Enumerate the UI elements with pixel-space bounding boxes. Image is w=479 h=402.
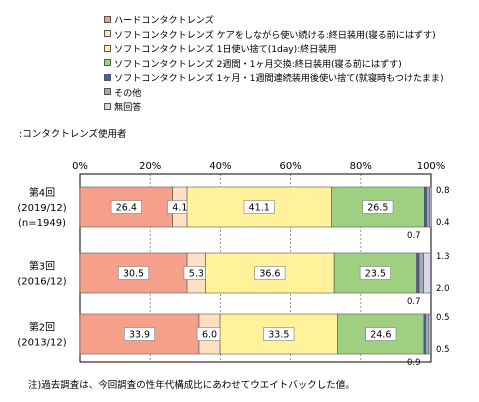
legend-swatch — [104, 88, 111, 96]
bar-segment — [424, 186, 428, 228]
legend-item: ソフトコンタクトレンズ 1ヶ月・1週間連続装用後使い捨て(就寝時もつけたまま) — [104, 70, 476, 85]
outside-label-right: 0.5 — [436, 345, 450, 355]
tick-label: 100% — [417, 161, 446, 172]
outside-label-right: 0.4 — [436, 218, 450, 228]
bar-segment — [418, 252, 424, 294]
data-label-box — [254, 266, 286, 280]
outside-label-bottom: 0.7 — [407, 231, 421, 241]
legend-swatch — [104, 73, 111, 81]
legend-label: その他 — [114, 87, 142, 99]
category-label: (2013/12) — [17, 338, 66, 349]
legend-label: ソフトコンタクトレンズ ケアをしながら使い続ける:終日装用(寝る前にはずす) — [114, 29, 436, 41]
legend-item: ソフトコンタクトレンズ ケアをしながら使い続ける:終日装用(寝る前にはずす) — [104, 27, 476, 42]
chart-subtitle: :コンタクトレンズ使用者 — [19, 129, 127, 140]
category-label: (2016/12) — [17, 277, 66, 288]
data-label: 5.3 — [189, 269, 204, 280]
outside-label-bottom: 0.7 — [407, 297, 421, 307]
legend-label: 無回答 — [114, 102, 142, 114]
footnote: 注)過去調査は、今回調査の性年代構成比にあわせてウエイトバックした値。 — [28, 380, 355, 391]
data-label-box — [110, 200, 142, 214]
category-label: 第4回 — [29, 186, 55, 199]
bar-segment — [416, 252, 420, 294]
tick-label: 0% — [72, 161, 88, 172]
outside-label-bottom: 0.9 — [407, 358, 421, 368]
legend-swatch — [104, 15, 111, 23]
legend-item: ソフトコンタクトレンズ 2週間・1ヶ月交換:終日装用(寝る前にはずす) — [104, 56, 476, 71]
legend-item: ハードコンタクトレンズ — [104, 12, 476, 27]
data-label: 4.1 — [172, 203, 187, 214]
data-label-box — [118, 266, 150, 280]
data-label-box — [243, 200, 275, 214]
tick-label: 80% — [350, 161, 372, 172]
data-label-box — [359, 266, 391, 280]
data-label-box — [123, 327, 155, 341]
bar-segment — [425, 313, 430, 355]
data-label: 33.9 — [129, 330, 150, 341]
data-label: 26.5 — [367, 203, 388, 214]
legend-swatch — [104, 44, 111, 52]
data-label: 33.5 — [268, 330, 289, 341]
data-label: 36.6 — [259, 269, 280, 280]
data-label-box — [263, 327, 295, 341]
data-label: 23.5 — [365, 269, 386, 280]
category-label: 第2回 — [29, 321, 55, 334]
outside-label-top: 0.8 — [436, 186, 450, 196]
outside-label-right: 2.0 — [436, 284, 450, 294]
category-label: (n=1949) — [18, 218, 66, 229]
legend-swatch — [104, 59, 111, 67]
outside-label-top: 0.5 — [436, 313, 450, 323]
bar-segment — [428, 313, 431, 355]
bar-segment — [429, 186, 432, 228]
legend-label: ソフトコンタクトレンズ 2週間・1ヶ月交換:終日装用(寝る前にはずす) — [114, 58, 402, 70]
data-label: 6.0 — [202, 330, 217, 341]
legend-item: ソフトコンタクトレンズ 1日使い捨て(1day):終日装用 — [104, 41, 476, 56]
data-label: 41.1 — [249, 203, 270, 214]
legend-item: 無回答 — [104, 99, 476, 114]
legend: ハードコンタクトレンズ ソフトコンタクトレンズ ケアをしながら使い続ける:終日装… — [104, 12, 476, 114]
bar-segment — [423, 252, 431, 294]
data-label: 30.5 — [123, 269, 144, 280]
outside-label-top: 1.3 — [436, 252, 450, 262]
legend-label: ハードコンタクトレンズ — [114, 15, 214, 27]
data-label: 24.6 — [370, 330, 391, 341]
tick-label: 40% — [209, 161, 231, 172]
category-label: 第3回 — [29, 260, 55, 273]
tick-label: 60% — [279, 161, 301, 172]
category-label: (2019/12) — [17, 203, 66, 214]
data-label-box — [362, 200, 394, 214]
legend-swatch — [104, 102, 111, 110]
tick-label: 20% — [139, 161, 161, 172]
bar-segment — [426, 186, 430, 228]
legend-label: ソフトコンタクトレンズ 1日使い捨て(1day):終日装用 — [114, 44, 337, 56]
legend-swatch — [104, 30, 111, 38]
data-label: 26.4 — [116, 203, 137, 214]
legend-item: その他 — [104, 85, 476, 100]
data-label-box — [365, 327, 397, 341]
legend-label: ソフトコンタクトレンズ 1ヶ月・1週間連続装用後使い捨て(就寝時もつけたまま) — [114, 73, 444, 85]
